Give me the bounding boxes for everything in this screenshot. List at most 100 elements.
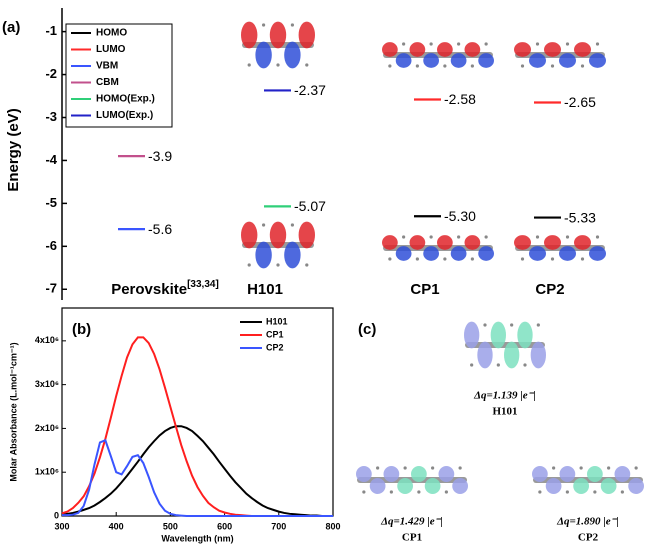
molecule-atom — [595, 42, 600, 46]
molecule — [532, 466, 644, 494]
level-label: -2.58 — [444, 91, 476, 107]
molecule-atom — [523, 363, 527, 367]
molecule-lobe — [269, 21, 287, 49]
molecule-lobe — [478, 53, 494, 68]
y-tick-label: 0 — [54, 510, 59, 520]
molecule-backbone — [383, 52, 493, 58]
level-label: -5.30 — [444, 208, 476, 224]
molecule-atom — [579, 466, 583, 470]
molecule-atom — [362, 490, 366, 494]
x-tick-label: 400 — [109, 521, 124, 531]
molecule-atom — [520, 64, 525, 68]
molecule-lobe — [255, 41, 272, 69]
molecule-atom — [565, 235, 570, 239]
molecule-atom — [484, 42, 488, 46]
molecule-lobe — [514, 42, 531, 57]
level-label: -3.9 — [148, 148, 172, 164]
molecule-atom — [550, 257, 555, 261]
molecule-atom — [510, 323, 514, 327]
molecule-atom — [443, 64, 447, 68]
molecule — [382, 42, 494, 68]
molecule-lobe — [409, 235, 426, 250]
molecule-name: H101 — [492, 406, 517, 418]
molecule-lobe — [464, 42, 481, 57]
molecule-lobe — [530, 341, 546, 369]
molecule-atom — [443, 257, 447, 261]
molecule-atom — [565, 490, 569, 494]
molecule-atom — [634, 466, 638, 470]
molecule-atom — [290, 223, 294, 227]
level-label: -5.6 — [148, 221, 172, 237]
molecule — [241, 21, 315, 69]
molecule-atom — [457, 42, 461, 46]
category-label: Perovskite[33,34] — [111, 279, 219, 298]
molecule-atom — [305, 263, 309, 267]
molecule-lobe — [544, 235, 561, 250]
y-tick-label: -3 — [45, 109, 57, 124]
molecule-lobe — [383, 466, 400, 482]
molecule-atom — [535, 235, 540, 239]
x-tick-label: 300 — [54, 521, 69, 531]
molecule — [514, 42, 606, 68]
molecule-lobe — [423, 53, 439, 68]
molecule-lobe — [559, 53, 576, 68]
molecule — [356, 466, 468, 494]
molecule-atom — [552, 466, 556, 470]
molecule-lobe — [356, 466, 372, 482]
legend-label: CP1 — [266, 329, 284, 339]
molecule-lobe — [298, 21, 315, 49]
y-axis-title: Energy (eV) — [5, 108, 22, 191]
molecule-atom — [580, 257, 585, 261]
molecule-lobe — [589, 246, 606, 261]
category-label: H101 — [247, 281, 283, 298]
y-tick-label: -1 — [45, 23, 57, 38]
molecule-lobe — [478, 246, 494, 261]
charge-label: Δq=1.890 |e⁻| — [556, 516, 619, 528]
y-tick-label: 3x10⁶ — [35, 379, 59, 389]
legend-label: HOMO(Exp.) — [96, 94, 155, 105]
molecule-atom — [415, 257, 419, 261]
molecule-backbone — [383, 245, 493, 251]
category-note: [33,34] — [187, 279, 219, 290]
molecule-lobe — [529, 246, 546, 261]
molecule-name: CP1 — [402, 532, 422, 544]
series-line — [61, 425, 333, 517]
molecule-atom — [388, 64, 392, 68]
molecule-lobe — [269, 221, 287, 249]
y-axis-title: Molar Absorbance (L.mol⁻¹cm⁻¹) — [8, 342, 18, 481]
molecule-lobe — [450, 53, 467, 68]
y-tick-label: -5 — [45, 195, 57, 210]
molecule-lobe — [284, 41, 301, 69]
charge-label: Δq=1.429 |e⁻| — [380, 516, 443, 528]
category-name: CP2 — [535, 281, 564, 298]
molecule-atom — [593, 490, 597, 494]
molecule-lobe — [589, 53, 606, 68]
molecule-atom — [536, 323, 540, 327]
molecule-lobe — [411, 466, 427, 482]
molecule-lobe — [409, 42, 426, 57]
molecule-atom — [262, 23, 266, 27]
molecule-atom — [620, 490, 624, 494]
molecule-lobe — [464, 235, 481, 250]
molecule-lobe — [529, 53, 546, 68]
molecule-lobe — [477, 341, 493, 369]
x-axis-title: Wavelength (nm) — [161, 533, 233, 543]
category-name: Perovskite — [111, 281, 187, 298]
molecule-lobe — [517, 321, 533, 349]
molecule-lobe — [369, 478, 386, 494]
molecule-lobe — [241, 221, 258, 249]
molecule-lobe — [382, 235, 398, 250]
molecule-atom — [403, 466, 407, 470]
molecule-atom — [262, 223, 266, 227]
molecule-lobe — [573, 478, 589, 494]
molecule — [464, 321, 546, 369]
category-name: H101 — [247, 281, 283, 298]
molecule-atom — [483, 323, 487, 327]
molecule-lobe — [284, 241, 301, 269]
molecule-atom — [247, 63, 251, 67]
molecule-lobe — [438, 466, 455, 482]
molecule-lobe — [464, 321, 480, 349]
legend-label: LUMO — [96, 44, 126, 55]
molecule-lobe — [614, 466, 631, 482]
molecule-lobe — [382, 42, 398, 57]
